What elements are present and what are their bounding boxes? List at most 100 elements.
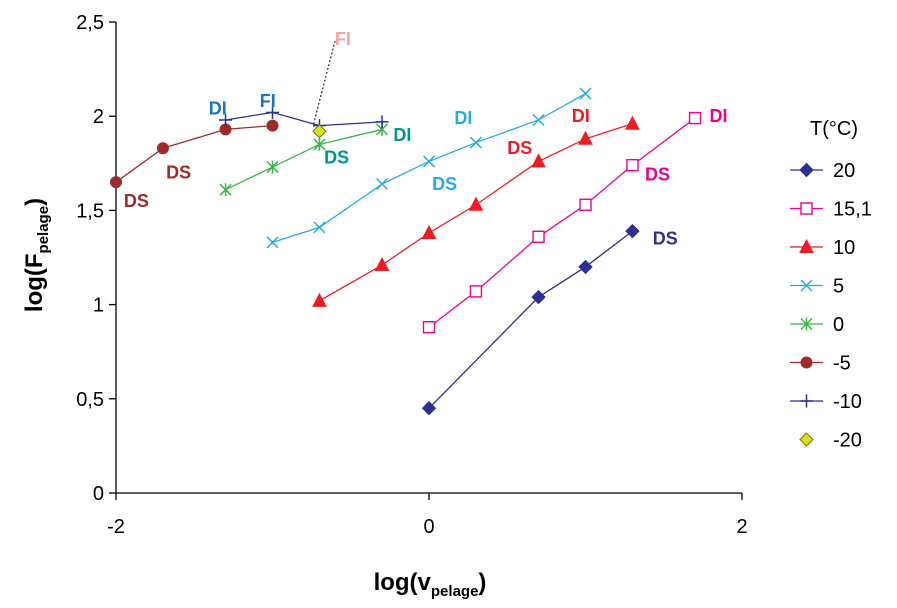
legend-label: 10 [833,237,855,259]
legend-title: T(°C) [810,118,858,140]
legend-label: 5 [833,276,844,298]
y-tick-label: 0,5 [76,389,104,411]
data-point [266,236,279,249]
annotation-label: DS [124,191,149,211]
series-group [110,87,702,416]
legend: T(°C) 20 15,1 10 5 0 -5 -10 -20 [790,118,872,452]
legend-label: 15,1 [833,199,872,221]
data-point [626,158,639,172]
data-point [625,223,640,239]
data-point [578,130,593,145]
data-point [266,160,279,174]
legend-marker [800,202,813,215]
data-point [266,105,279,119]
annotation-label: DS [324,148,349,168]
data-point [312,292,327,307]
data-point [376,177,389,191]
annotation-label: DI [209,99,227,119]
data-point [531,289,546,305]
legend-label: -20 [833,430,862,452]
annotation-label: DI [454,108,472,128]
data-point [266,119,279,132]
data-point [110,176,122,189]
data-point [469,285,483,298]
legend-marker [800,279,813,292]
x-tick-label: 0 [423,516,434,538]
legend-entry: -20 [799,430,862,452]
series-line [428,230,633,409]
series-line [115,124,273,183]
annotation-label: FI [335,29,351,49]
data-point [579,87,592,100]
data-point [313,221,326,234]
series-2 [312,115,640,307]
annotations: DS DS DI FI FI DS DI DI DS DS DI DS DI DS [124,29,728,249]
legend-entry: 0 [790,314,844,336]
series-4 [219,122,389,197]
legend-entry: 15,1 [790,199,872,221]
legend-marker [800,317,813,331]
legend-marker [799,162,814,178]
data-point [578,259,593,275]
series-line [225,111,383,127]
series-line [428,117,696,328]
annotation-label: DI [572,106,590,126]
annotation-label: DI [393,125,411,145]
data-point [313,137,326,151]
data-point [688,111,702,125]
data-point [421,224,437,240]
axes [109,21,743,500]
x-axis-title: log(vpelage) [374,569,487,600]
annotation-label: DS [653,229,678,249]
x-tick-label: -2 [107,516,125,538]
legend-entry: 20 [790,160,855,182]
series-line [272,93,586,244]
y-tick-label: 0 [93,483,104,505]
data-point [469,136,482,149]
series-7 [312,124,327,139]
series-1 [422,111,702,334]
data-point [532,230,545,243]
data-point [625,115,640,130]
series-0 [421,223,640,416]
series-line [225,128,383,191]
y-tick-label: 1,5 [76,200,104,222]
data-point [375,115,389,129]
data-point [531,153,546,168]
series-5 [110,119,279,189]
legend-marker [800,356,813,369]
legend-label: 20 [833,160,855,182]
y-tick-label: 2,5 [76,12,104,34]
annotation-label: DS [507,138,532,158]
data-point [468,196,484,211]
annotation-label: DS [166,163,191,183]
legend-entry: 10 [790,237,855,259]
y-tick-label: 2 [93,106,104,128]
legend-entry: 5 [790,276,844,298]
data-point [532,113,545,126]
legend-marker [800,394,813,408]
data-point [422,321,436,334]
annotation-pointer [312,40,336,126]
data-point [219,113,233,127]
pointer-line [312,40,336,126]
legend-entry: -5 [790,353,851,375]
data-point [579,198,592,211]
annotation-label: DS [432,174,457,194]
data-point [219,183,232,197]
legend-entry: -10 [790,391,862,413]
annotation-label: DI [710,106,728,126]
legend-marker [799,432,814,447]
data-point [421,401,437,416]
legend-label: 0 [833,314,844,336]
legend-label: -10 [833,391,862,413]
tick-labels: 00,511,522,5-2 0 2 [76,12,747,538]
legend-marker [799,238,814,253]
y-axis-title: log(Fpelage) [21,198,52,312]
data-point [374,256,390,272]
data-point [156,142,169,155]
y-tick-label: 1 [93,295,104,317]
data-point [422,155,436,168]
annotation-label: FI [260,91,276,111]
